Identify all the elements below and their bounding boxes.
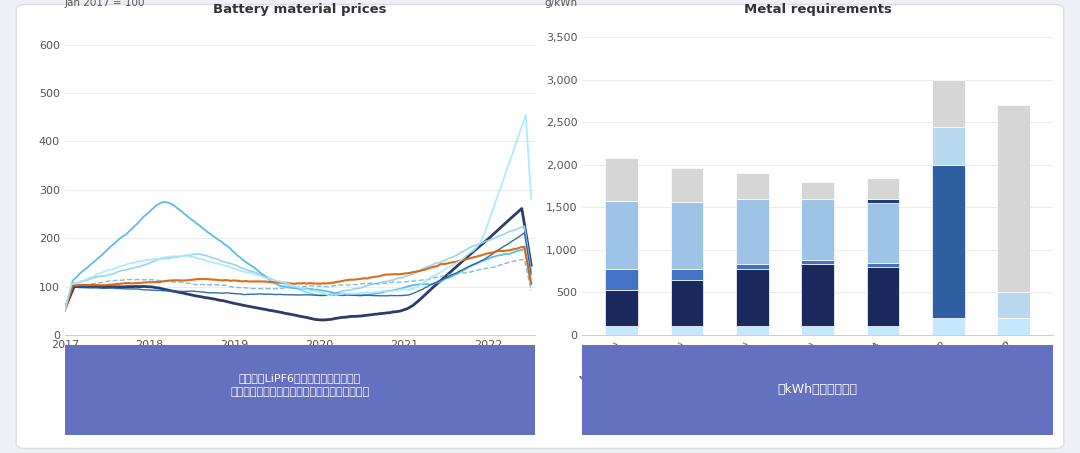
Title: Battery material prices: Battery material prices (214, 4, 387, 16)
Bar (605, 201, 638, 269)
Legend: Li, Ni, Co, Mn, Al, Cu, LiPF6: Li, Ni, Co, Mn, Al, Cu, LiPF6 (144, 365, 457, 384)
Text: 每kWh锁需要的材料: 每kWh锁需要的材料 (778, 383, 858, 396)
Bar (801, 199, 834, 260)
Bar (867, 203, 900, 263)
Bar (605, 327, 638, 335)
Text: Jan 2017 = 100: Jan 2017 = 100 (65, 0, 146, 8)
Bar (671, 169, 703, 202)
Bar (932, 127, 964, 165)
Bar (801, 327, 834, 335)
Bar (998, 318, 1030, 335)
Bar (998, 106, 1030, 292)
Bar (735, 327, 769, 335)
Bar (735, 264, 769, 269)
Bar (801, 260, 834, 265)
Bar (735, 199, 769, 264)
Bar (867, 267, 900, 327)
Bar (867, 327, 900, 335)
Text: g/kWh: g/kWh (544, 0, 578, 8)
Bar (735, 173, 769, 199)
Title: Metal requirements: Metal requirements (744, 4, 892, 16)
Bar (735, 269, 769, 327)
Bar (671, 327, 703, 335)
Bar (801, 182, 834, 199)
Bar (605, 269, 638, 290)
Bar (605, 290, 638, 327)
Bar (867, 199, 900, 203)
Bar (605, 158, 638, 201)
Bar (671, 202, 703, 269)
Bar (932, 318, 964, 335)
Bar (801, 265, 834, 327)
Bar (867, 178, 900, 199)
Bar (932, 165, 964, 318)
Bar (671, 269, 703, 280)
Bar (932, 80, 964, 127)
Legend: Lithium, Nickel, Cobalt, Manganese, Aluminium, Iron phosphate, Copper, Aluminum: Lithium, Nickel, Cobalt, Manganese, Alum… (667, 450, 969, 453)
Bar (867, 263, 900, 267)
Bar (998, 292, 1030, 318)
Text: 锂、镍和LiPF6都产生了大幅价格波动
针是由于波动过，在降低针用量下价格每涨很多: 锂、镍和LiPF6都产生了大幅价格波动 针是由于波动过，在降低针用量下价格每涨很… (230, 373, 369, 397)
Bar (671, 280, 703, 327)
